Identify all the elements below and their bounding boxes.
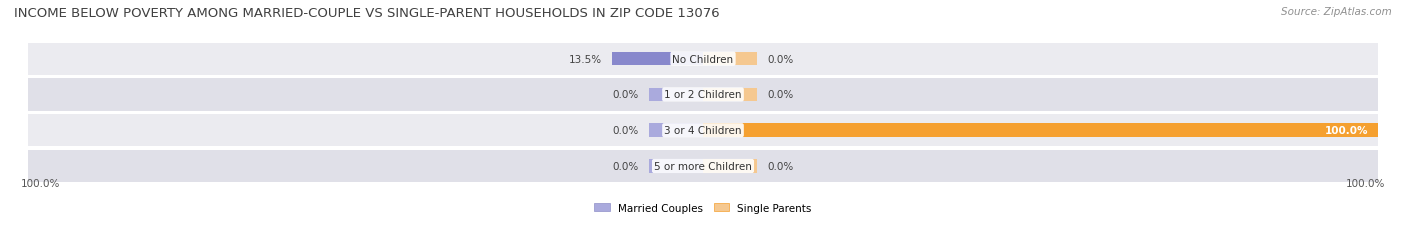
Bar xyxy=(703,159,756,173)
Text: 100.0%: 100.0% xyxy=(21,178,60,188)
Bar xyxy=(650,88,703,102)
Text: 0.0%: 0.0% xyxy=(768,55,793,64)
Text: 1 or 2 Children: 1 or 2 Children xyxy=(664,90,742,100)
Text: INCOME BELOW POVERTY AMONG MARRIED-COUPLE VS SINGLE-PARENT HOUSEHOLDS IN ZIP COD: INCOME BELOW POVERTY AMONG MARRIED-COUPL… xyxy=(14,7,720,20)
Text: 13.5%: 13.5% xyxy=(568,55,602,64)
Text: 0.0%: 0.0% xyxy=(613,90,638,100)
Bar xyxy=(650,159,703,173)
Text: 0.0%: 0.0% xyxy=(768,90,793,100)
Bar xyxy=(28,79,1378,111)
Legend: Married Couples, Single Parents: Married Couples, Single Parents xyxy=(591,198,815,217)
Text: 3 or 4 Children: 3 or 4 Children xyxy=(664,126,742,136)
Bar xyxy=(703,53,756,66)
Bar xyxy=(650,124,703,137)
Bar xyxy=(612,53,703,66)
Text: 100.0%: 100.0% xyxy=(1324,126,1368,136)
Bar xyxy=(703,124,1378,137)
Text: 0.0%: 0.0% xyxy=(613,126,638,136)
Text: 5 or more Children: 5 or more Children xyxy=(654,161,752,171)
Text: 100.0%: 100.0% xyxy=(1346,178,1385,188)
Bar xyxy=(703,88,756,102)
Bar xyxy=(28,115,1378,147)
Text: 0.0%: 0.0% xyxy=(613,161,638,171)
Text: 0.0%: 0.0% xyxy=(768,161,793,171)
Bar xyxy=(28,150,1378,182)
Text: No Children: No Children xyxy=(672,55,734,64)
Bar xyxy=(28,43,1378,76)
Text: Source: ZipAtlas.com: Source: ZipAtlas.com xyxy=(1281,7,1392,17)
